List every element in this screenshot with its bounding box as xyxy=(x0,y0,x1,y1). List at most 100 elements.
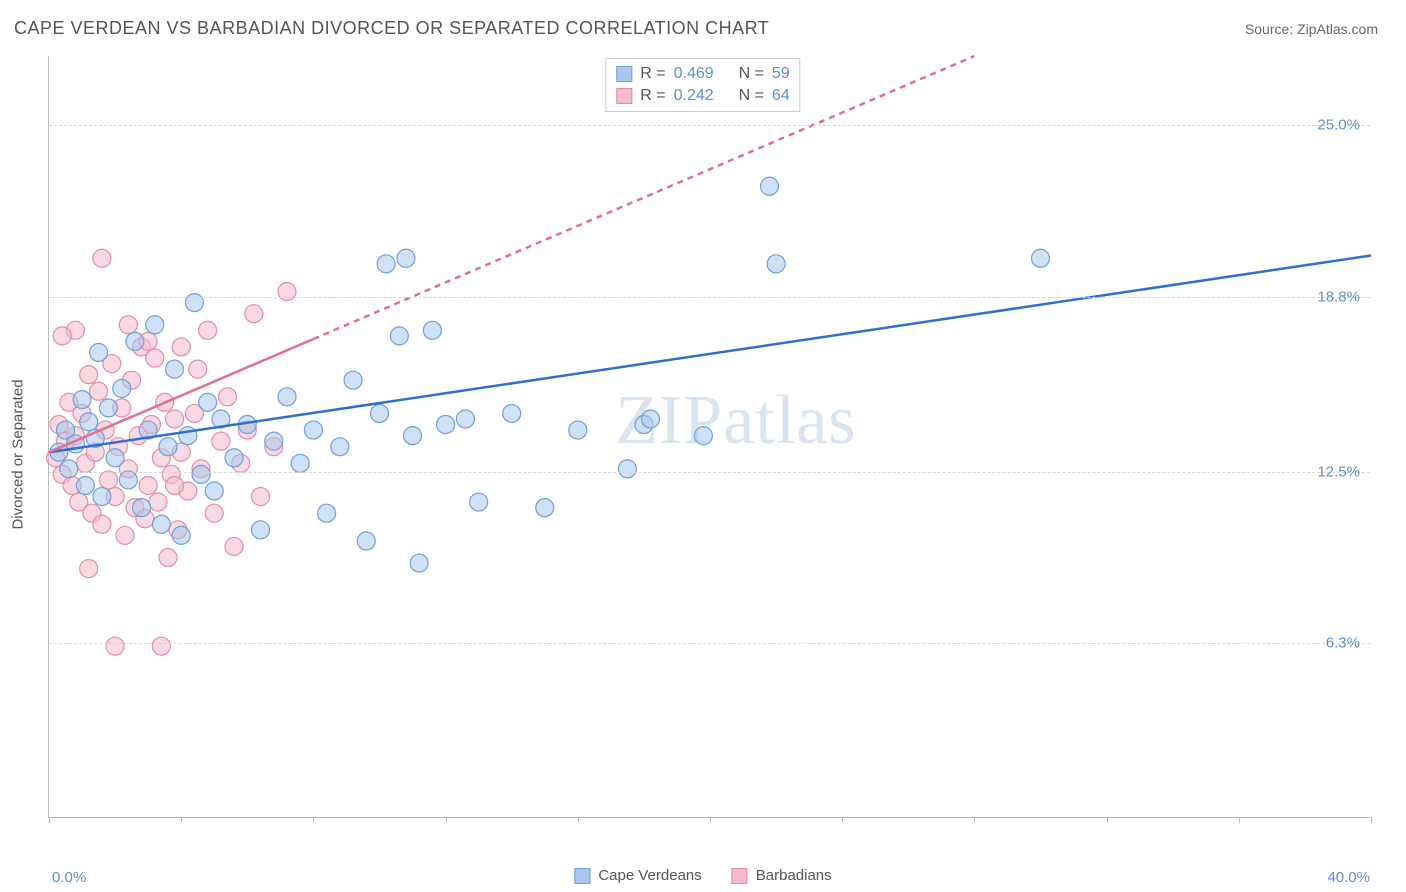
data-point xyxy=(90,343,108,361)
x-tick xyxy=(313,817,314,823)
data-point xyxy=(212,432,230,450)
data-point xyxy=(93,515,111,533)
data-point xyxy=(80,413,98,431)
data-point xyxy=(767,255,785,273)
data-point xyxy=(218,388,236,406)
source-prefix: Source: xyxy=(1245,21,1297,37)
x-tick xyxy=(446,817,447,823)
n-label-1: N = xyxy=(739,65,764,83)
legend-item-2: Barbadians xyxy=(732,867,832,884)
data-point xyxy=(166,360,184,378)
data-point xyxy=(304,421,322,439)
data-point xyxy=(93,249,111,267)
scatter-svg xyxy=(49,56,1370,817)
data-point xyxy=(76,476,94,494)
r-value-2: 0.242 xyxy=(674,87,714,105)
x-tick xyxy=(578,817,579,823)
data-point xyxy=(106,449,124,467)
data-point xyxy=(536,499,554,517)
x-tick xyxy=(1239,817,1240,823)
data-point xyxy=(357,532,375,550)
data-point xyxy=(166,476,184,494)
data-point xyxy=(423,321,441,339)
r-value-1: 0.469 xyxy=(674,65,714,83)
data-point xyxy=(397,249,415,267)
data-point xyxy=(470,493,488,511)
n-label-2: N = xyxy=(739,87,764,105)
gridline xyxy=(49,643,1370,644)
data-point xyxy=(90,382,108,400)
x-max-label: 40.0% xyxy=(1327,869,1370,886)
stats-row-series2: R = 0.242 N = 64 xyxy=(616,85,789,107)
data-point xyxy=(245,305,263,323)
data-point xyxy=(569,421,587,439)
legend-item-1: Cape Verdeans xyxy=(574,867,701,884)
y-tick-label: 6.3% xyxy=(1326,635,1360,652)
y-tick-label: 12.5% xyxy=(1317,463,1360,480)
data-point xyxy=(456,410,474,428)
x-tick xyxy=(1371,817,1372,823)
data-point xyxy=(172,338,190,356)
data-point xyxy=(149,493,167,511)
data-point xyxy=(119,316,137,334)
source-link[interactable]: ZipAtlas.com xyxy=(1297,21,1378,37)
r-label-2: R = xyxy=(640,87,665,105)
data-point xyxy=(199,321,217,339)
data-point xyxy=(694,427,712,445)
data-point xyxy=(205,482,223,500)
data-point xyxy=(331,438,349,456)
data-point xyxy=(152,515,170,533)
gridline xyxy=(49,472,1370,473)
data-point xyxy=(189,360,207,378)
data-point xyxy=(99,471,117,489)
data-point xyxy=(80,560,98,578)
legend-swatch-2 xyxy=(732,868,748,884)
source-attribution: Source: ZipAtlas.com xyxy=(1245,21,1378,37)
data-point xyxy=(318,504,336,522)
data-point xyxy=(146,316,164,334)
data-point xyxy=(152,637,170,655)
data-point xyxy=(377,255,395,273)
data-point xyxy=(344,371,362,389)
data-point xyxy=(618,460,636,478)
data-point xyxy=(291,454,309,472)
data-point xyxy=(437,416,455,434)
legend-label-1: Cape Verdeans xyxy=(598,867,701,884)
data-point xyxy=(265,432,283,450)
trend-line xyxy=(49,256,1371,453)
data-point xyxy=(404,427,422,445)
x-tick xyxy=(710,817,711,823)
data-point xyxy=(116,526,134,544)
data-point xyxy=(278,388,296,406)
data-point xyxy=(133,499,151,517)
data-point xyxy=(73,391,91,409)
data-point xyxy=(159,549,177,567)
gridline xyxy=(49,125,1370,126)
data-point xyxy=(642,410,660,428)
data-point xyxy=(53,327,71,345)
data-point xyxy=(159,438,177,456)
x-tick xyxy=(842,817,843,823)
x-tick xyxy=(181,817,182,823)
data-point xyxy=(503,404,521,422)
data-point xyxy=(172,526,190,544)
data-point xyxy=(119,471,137,489)
gridline xyxy=(49,297,1370,298)
chart-header: CAPE VERDEAN VS BARBADIAN DIVORCED OR SE… xyxy=(0,0,1406,49)
legend-swatch-1 xyxy=(574,868,590,884)
r-label-1: R = xyxy=(640,65,665,83)
data-point xyxy=(199,393,217,411)
legend-label-2: Barbadians xyxy=(756,867,832,884)
data-point xyxy=(192,465,210,483)
n-value-1: 59 xyxy=(772,65,790,83)
data-point xyxy=(139,476,157,494)
data-point xyxy=(410,554,428,572)
data-point xyxy=(126,332,144,350)
x-tick xyxy=(974,817,975,823)
correlation-stats-box: R = 0.469 N = 59 R = 0.242 N = 64 xyxy=(605,58,800,112)
data-point xyxy=(252,488,270,506)
x-tick xyxy=(49,817,50,823)
data-point xyxy=(390,327,408,345)
data-point xyxy=(60,460,78,478)
legend: Cape Verdeans Barbadians xyxy=(574,867,831,884)
